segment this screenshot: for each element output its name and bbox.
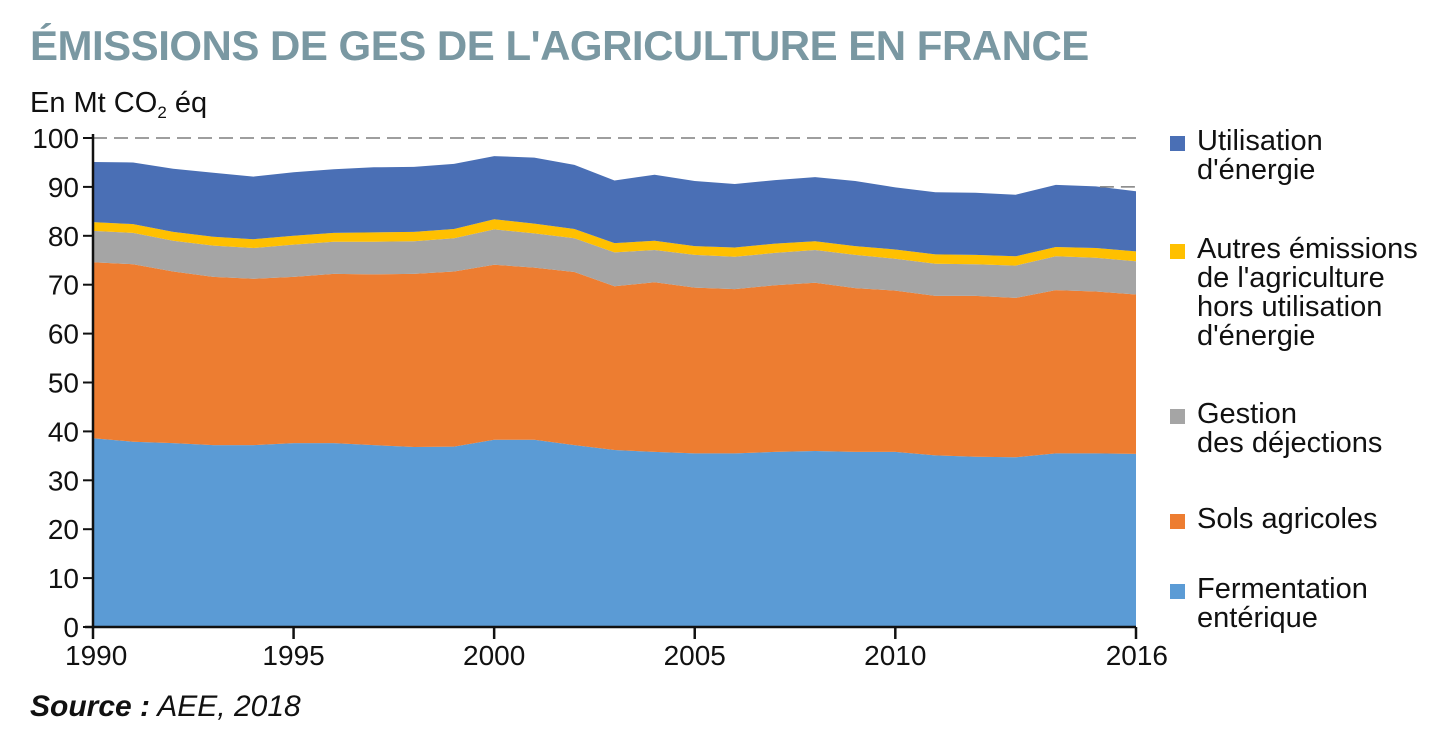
legend-swatch xyxy=(1170,514,1185,529)
unit-suffix: éq xyxy=(166,87,208,119)
legend-label: Gestion des déjections xyxy=(1197,398,1383,459)
y-tick-label: 60 xyxy=(48,319,79,350)
y-axis-unit-label: En Mt CO2 éq xyxy=(30,87,207,123)
legend-item: Fermentation entérique xyxy=(1170,575,1368,633)
y-tick-label: 20 xyxy=(48,514,79,545)
x-tick-label: 2010 xyxy=(864,640,926,671)
legend: Utilisation d'énergie Autres émissions de… xyxy=(1170,0,1454,742)
area-series-4 xyxy=(93,156,1136,257)
unit-prefix: En Mt CO xyxy=(30,87,158,119)
y-tick-label: 90 xyxy=(48,172,79,203)
legend-swatch xyxy=(1170,136,1185,151)
area-series-1 xyxy=(93,262,1136,458)
area-series-0 xyxy=(93,438,1136,627)
source-label: Source : xyxy=(30,690,151,723)
x-tick-label: 1990 xyxy=(65,640,127,671)
x-tick-label: 2016 xyxy=(1106,640,1168,671)
axes: 0 10 20 30 40 50 60 70 80 90 100 1990 1995 2000 2005 20… xyxy=(32,123,1168,671)
legend-swatch xyxy=(1170,409,1185,424)
stacked-area-chart: 0 10 20 30 40 50 60 70 80 90 100 1990 1995 2000 2005 20… xyxy=(32,123,1168,671)
legend-item: Sols agricoles xyxy=(1170,505,1378,534)
legend-label: Sols agricoles xyxy=(1197,503,1378,535)
chart-title: ÉMISSIONS DE GES DE L'AGRICULTURE EN FRA… xyxy=(30,22,1089,69)
legend-swatch xyxy=(1170,244,1185,259)
y-tick-label: 70 xyxy=(48,270,79,301)
legend-item: Autres émissions de l'agriculture hors u… xyxy=(1170,235,1418,351)
x-tick-label: 2000 xyxy=(463,640,525,671)
area-series-2 xyxy=(93,229,1136,298)
x-tick-label: 2005 xyxy=(664,640,726,671)
legend-label: Autres émissions de l'agriculture hors u… xyxy=(1197,233,1418,352)
y-tick-label: 0 xyxy=(63,612,79,643)
legend-swatch xyxy=(1170,584,1185,599)
area-layers xyxy=(93,156,1136,627)
legend-item: Gestion des déjections xyxy=(1170,400,1382,458)
source-note: Source : AEE, 2018 xyxy=(30,690,301,724)
y-tick-label: 10 xyxy=(48,563,79,594)
y-tick-label: 30 xyxy=(48,465,79,496)
source-value: AEE, 2018 xyxy=(150,690,301,723)
legend-item: Utilisation d'énergie xyxy=(1170,127,1323,185)
legend-label: Utilisation d'énergie xyxy=(1197,125,1323,186)
x-tick-label: 1995 xyxy=(262,640,324,671)
y-tick-label: 80 xyxy=(48,221,79,252)
unit-subscript: 2 xyxy=(157,103,167,122)
legend-label: Fermentation entérique xyxy=(1197,573,1368,634)
y-tick-label: 50 xyxy=(48,368,79,399)
area-series-3 xyxy=(93,219,1136,266)
y-tick-label: 40 xyxy=(48,416,79,447)
y-tick-label: 100 xyxy=(32,123,79,154)
reference-lines xyxy=(93,137,1136,188)
